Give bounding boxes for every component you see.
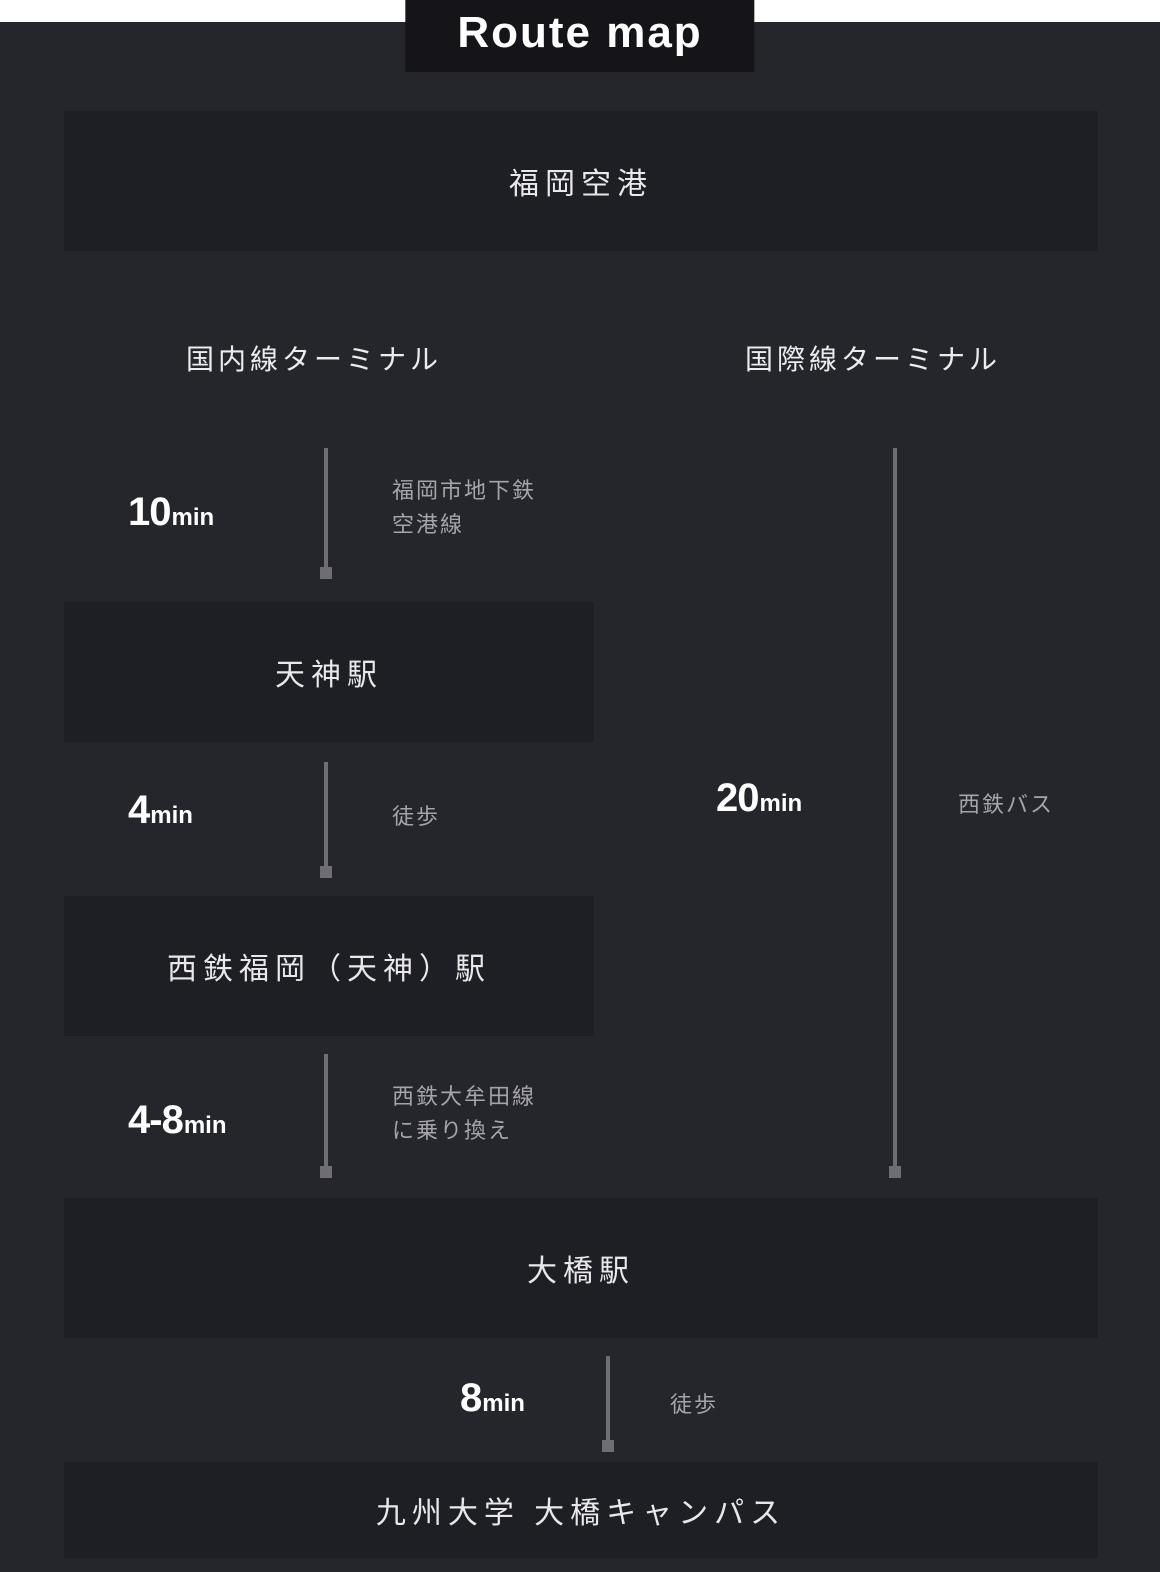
duration-subway-unit: min bbox=[172, 504, 215, 531]
method-subway-l2: 空港線 bbox=[392, 512, 464, 537]
method-walk2: 徒歩 bbox=[670, 1388, 718, 1422]
connector-walk1 bbox=[324, 762, 328, 872]
duration-omuta: 4-8min bbox=[128, 1098, 226, 1143]
connector-walk2 bbox=[606, 1356, 610, 1446]
node-campus-label: 九州大学 大橋キャンパス bbox=[376, 1488, 786, 1532]
duration-walk1-num: 4 bbox=[128, 788, 149, 832]
method-bus: 西鉄バス bbox=[958, 788, 1054, 822]
node-airport-label: 福岡空港 bbox=[509, 159, 653, 203]
node-airport: 福岡空港 bbox=[64, 111, 1098, 251]
duration-omuta-num: 4-8 bbox=[128, 1098, 183, 1142]
duration-walk2-num: 8 bbox=[460, 1376, 481, 1420]
node-nishitetsu-tenjin-label: 西鉄福岡（天神）駅 bbox=[167, 944, 491, 988]
duration-bus-unit: min bbox=[760, 790, 803, 817]
node-ohashi-label: 大橋駅 bbox=[527, 1246, 635, 1290]
duration-bus: 20min bbox=[716, 776, 802, 821]
node-nishitetsu-tenjin: 西鉄福岡（天神）駅 bbox=[64, 896, 594, 1036]
duration-omuta-unit: min bbox=[184, 1112, 227, 1139]
connector-subway bbox=[324, 448, 328, 573]
method-omuta-l1: 西鉄大牟田線 bbox=[392, 1084, 536, 1109]
node-tenjin: 天神駅 bbox=[64, 602, 594, 742]
node-ohashi: 大橋駅 bbox=[64, 1198, 1098, 1338]
method-subway-l1: 福岡市地下鉄 bbox=[392, 478, 536, 503]
connector-bus bbox=[893, 448, 897, 1172]
duration-walk1-unit: min bbox=[150, 802, 193, 829]
method-omuta: 西鉄大牟田線 に乗り換え bbox=[392, 1080, 536, 1148]
connector-omuta bbox=[324, 1054, 328, 1172]
duration-walk2: 8min bbox=[460, 1376, 525, 1421]
duration-walk1: 4min bbox=[128, 788, 193, 833]
method-omuta-l2: に乗り換え bbox=[392, 1118, 512, 1143]
terminal-international: 国際線ターミナル bbox=[745, 338, 1001, 378]
page-title: Route map bbox=[405, 0, 754, 72]
duration-walk2-unit: min bbox=[482, 1390, 525, 1417]
duration-bus-num: 20 bbox=[716, 776, 759, 820]
duration-subway-num: 10 bbox=[128, 490, 171, 534]
method-walk1: 徒歩 bbox=[392, 800, 440, 834]
method-subway: 福岡市地下鉄 空港線 bbox=[392, 474, 536, 542]
terminal-domestic: 国内線ターミナル bbox=[186, 338, 442, 378]
duration-subway: 10min bbox=[128, 490, 214, 535]
node-campus: 九州大学 大橋キャンパス bbox=[64, 1462, 1098, 1558]
node-tenjin-label: 天神駅 bbox=[275, 650, 383, 694]
